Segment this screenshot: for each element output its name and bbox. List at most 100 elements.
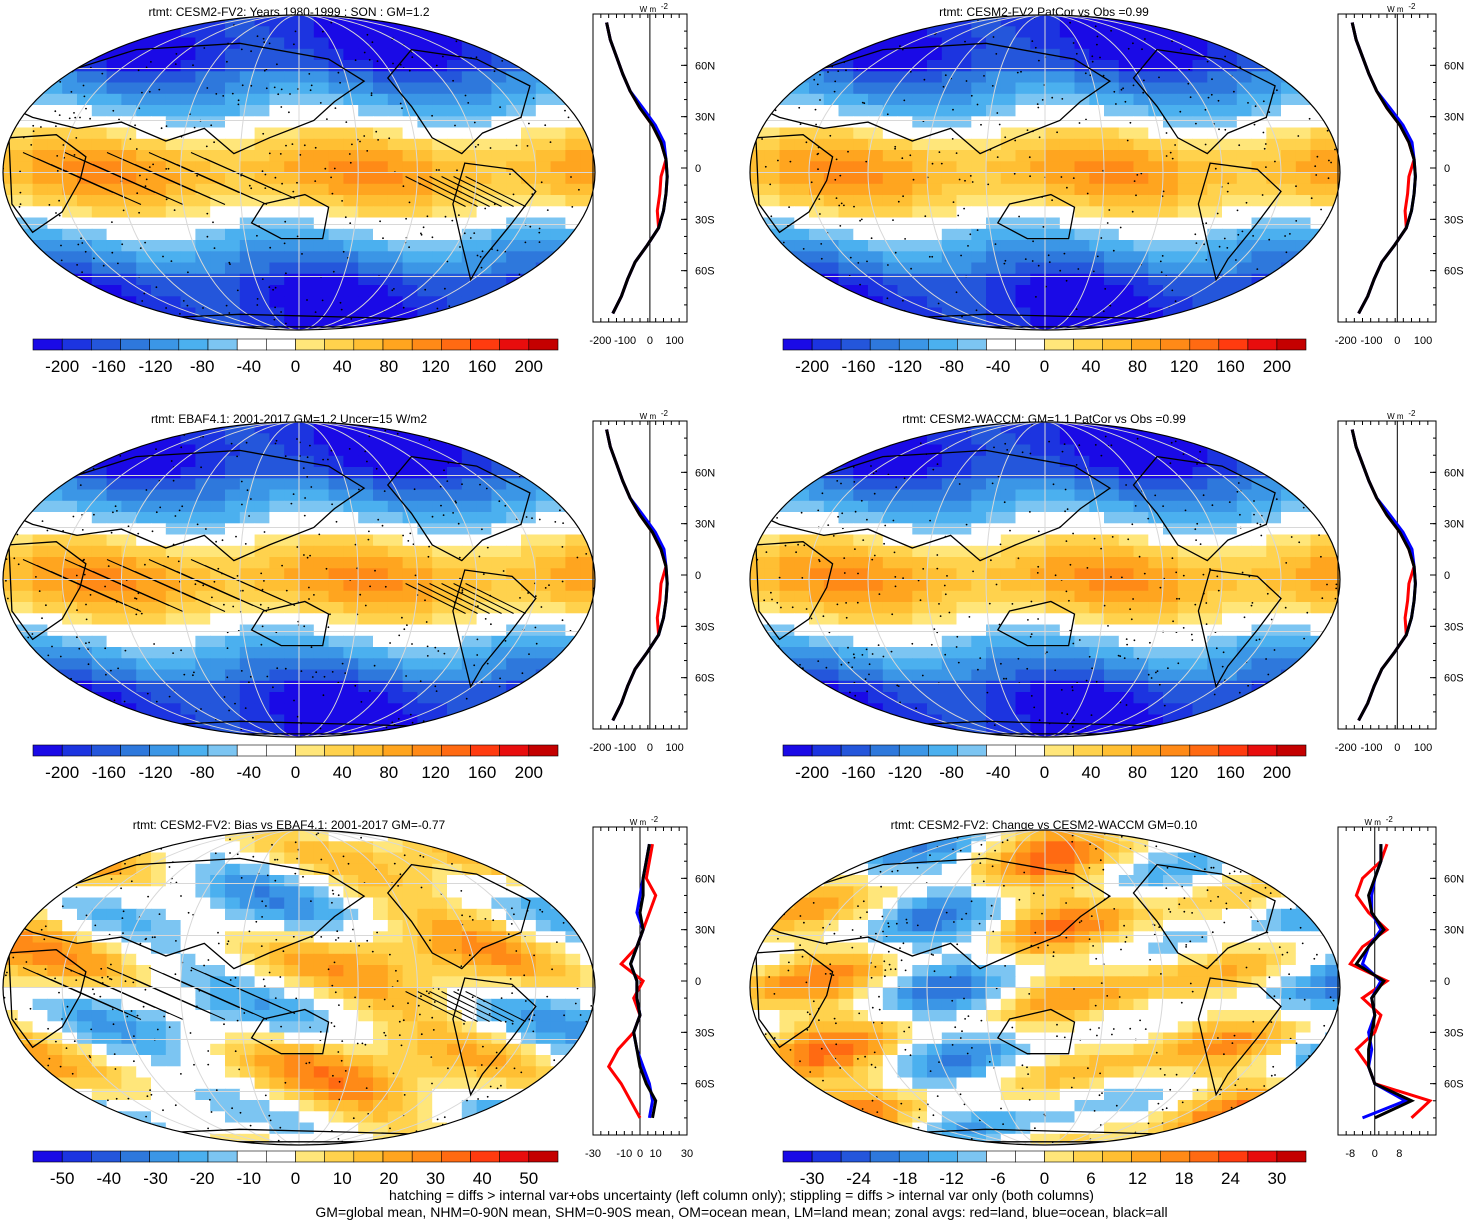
- colorbar-label: 40: [473, 1169, 492, 1188]
- zonal-units-exponent: -2: [651, 815, 659, 824]
- zonal-units-exponent: -2: [1408, 409, 1416, 418]
- lat-tick-label: 60N: [695, 60, 715, 72]
- colorbar-box: [840, 338, 871, 351]
- colorbar-box: [295, 1150, 326, 1163]
- colorbar-label: -200: [45, 763, 79, 782]
- colorbar-box: [898, 744, 929, 757]
- colorbar: -30 -24 -18 -12 -6 0 6 12 18 24 30: [782, 1150, 1307, 1188]
- colorbar-label: -200: [795, 763, 829, 782]
- colorbar-label: 0: [291, 1169, 300, 1188]
- colorbar-label: -80: [939, 763, 964, 782]
- lat-tick-label: 30N: [1444, 112, 1464, 124]
- zonal-units-exponent: -2: [1408, 2, 1416, 11]
- colorbar-box: [295, 338, 326, 351]
- colorbar-box: [1015, 1150, 1045, 1163]
- lat-tick-label: 60N: [1444, 467, 1464, 479]
- colorbar-box: [1015, 744, 1045, 757]
- colorbar-box: [1044, 744, 1074, 757]
- colorbar-box: [1247, 1150, 1278, 1163]
- colorbar-box: [32, 1150, 63, 1163]
- map-title: rtmt: CESM2-FV2: Change vs CESM2-WACCM G…: [891, 818, 1198, 832]
- colorbar-box: [840, 1150, 871, 1163]
- colorbar-box: [499, 338, 530, 351]
- colorbar-box: [927, 744, 958, 757]
- colorbar-box: [1131, 744, 1162, 757]
- lat-tick-label: 30S: [695, 621, 715, 633]
- lat-tick-label: 0: [1444, 976, 1450, 988]
- colorbar: -200 -160 -120 -80 -40 0 40 80 120 160 200: [782, 744, 1307, 782]
- lat-tick-label: 30S: [1444, 621, 1464, 633]
- colorbar-label: 200: [1263, 357, 1291, 376]
- colorbar-label: -20: [190, 1169, 215, 1188]
- colorbar-box: [927, 338, 958, 351]
- panel-4: rtmt: CESM2-WACCM: GM=1.1 PatCor vs Obs …: [749, 409, 1464, 782]
- lat-tick-label: 60S: [1444, 673, 1464, 685]
- colorbar-label: 80: [1128, 763, 1147, 782]
- colorbar-box: [265, 338, 296, 351]
- colorbar-box: [1102, 744, 1132, 757]
- colorbar-box: [61, 1150, 92, 1163]
- lat-tick-label: 60S: [695, 266, 715, 278]
- zonal-x-tick-label: 100: [665, 742, 683, 754]
- zonal-curve-land: [1348, 843, 1433, 1119]
- colorbar-box: [1247, 338, 1278, 351]
- colorbar-box: [295, 744, 326, 757]
- colorbar-label: 160: [468, 763, 496, 782]
- zonal-units: W m: [640, 412, 657, 421]
- lat-tick-label: 30S: [1444, 1027, 1464, 1039]
- colorbar-label: -40: [237, 357, 262, 376]
- lat-tick-label: 30S: [695, 1027, 715, 1039]
- colorbar-box: [91, 1150, 121, 1163]
- colorbar-box: [782, 744, 813, 757]
- colorbar-label: 160: [1216, 763, 1244, 782]
- colorbar-label: 120: [1170, 763, 1198, 782]
- colorbar-box: [207, 744, 238, 757]
- zonal-frame: [1337, 13, 1437, 323]
- zonal-plot: W m -2 60N 30N 0 30S 60S -30 -10 0 10 30: [585, 815, 715, 1160]
- colorbar-box: [411, 338, 442, 351]
- colorbar-label: -30: [143, 1169, 168, 1188]
- colorbar-box: [782, 338, 813, 351]
- colorbar-label: -30: [800, 1169, 825, 1188]
- zonal-x-tick-label: 30: [681, 1148, 693, 1160]
- lat-tick-label: 0: [1444, 163, 1450, 175]
- lat-tick-label: 60S: [695, 673, 715, 685]
- colorbar-box: [91, 338, 121, 351]
- colorbar-box: [1160, 744, 1191, 757]
- zonal-frame: [592, 420, 688, 730]
- lat-tick-label: 60S: [1444, 1079, 1464, 1091]
- lat-tick-label: 30N: [695, 112, 715, 124]
- zonal-curve-all: [1350, 22, 1417, 315]
- colorbar-box: [353, 338, 384, 351]
- colorbar-label: 40: [333, 763, 352, 782]
- colorbar-label: 160: [468, 357, 496, 376]
- colorbar-box: [811, 744, 842, 757]
- colorbar-label: 50: [519, 1169, 538, 1188]
- colorbar-label: 40: [1082, 763, 1101, 782]
- map-graticule: [750, 830, 1340, 1145]
- zonal-x-tick-label: -100: [1361, 335, 1383, 347]
- colorbar-label: 24: [1221, 1169, 1240, 1188]
- lat-tick-label: 0: [695, 976, 701, 988]
- colorbar-label: 160: [1216, 357, 1244, 376]
- colorbar-box: [1131, 1150, 1162, 1163]
- colorbar-box: [32, 744, 63, 757]
- colorbar-box: [1189, 744, 1220, 757]
- colorbar-label: -120: [138, 763, 172, 782]
- zonal-curve-ocean: [1350, 22, 1417, 315]
- colorbar-label: 0: [291, 763, 300, 782]
- zonal-x-tick-label: -200: [1335, 335, 1357, 347]
- colorbar-label: -80: [190, 763, 215, 782]
- zonal-x-tick-label: -100: [614, 742, 636, 754]
- panel-1: rtmt: CESM2-FV2: Years 1980-1999 : SON :…: [2, 2, 715, 376]
- colorbar-box: [1044, 338, 1074, 351]
- colorbar-box: [499, 1150, 530, 1163]
- colorbar-box: [1189, 338, 1220, 351]
- colorbar-box: [470, 1150, 501, 1163]
- colorbar-label: 0: [1040, 357, 1049, 376]
- colorbar-box: [382, 338, 413, 351]
- colorbar-label: 12: [1128, 1169, 1147, 1188]
- zonal-units-exponent: -2: [661, 2, 669, 11]
- colorbar-box: [1073, 338, 1103, 351]
- zonal-units: W m: [1365, 818, 1382, 827]
